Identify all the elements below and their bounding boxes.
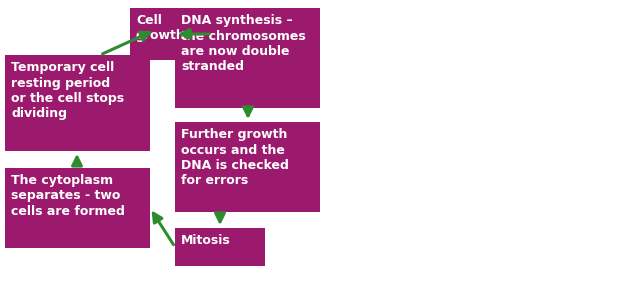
FancyBboxPatch shape (175, 122, 320, 212)
FancyBboxPatch shape (5, 168, 150, 248)
FancyBboxPatch shape (175, 8, 320, 108)
FancyBboxPatch shape (175, 228, 265, 266)
Text: Temporary cell
resting period
or the cell stops
dividing: Temporary cell resting period or the cel… (11, 61, 124, 120)
Text: Mitosis: Mitosis (181, 234, 231, 247)
Text: Further growth
occurs and the
DNA is checked
for errors: Further growth occurs and the DNA is che… (181, 128, 289, 187)
FancyBboxPatch shape (130, 8, 212, 60)
Text: The cytoplasm
separates - two
cells are formed: The cytoplasm separates - two cells are … (11, 174, 125, 218)
Text: Cell
growth: Cell growth (136, 14, 186, 43)
FancyBboxPatch shape (5, 55, 150, 151)
Text: DNA synthesis –
the chromosomes
are now double
stranded: DNA synthesis – the chromosomes are now … (181, 14, 306, 73)
